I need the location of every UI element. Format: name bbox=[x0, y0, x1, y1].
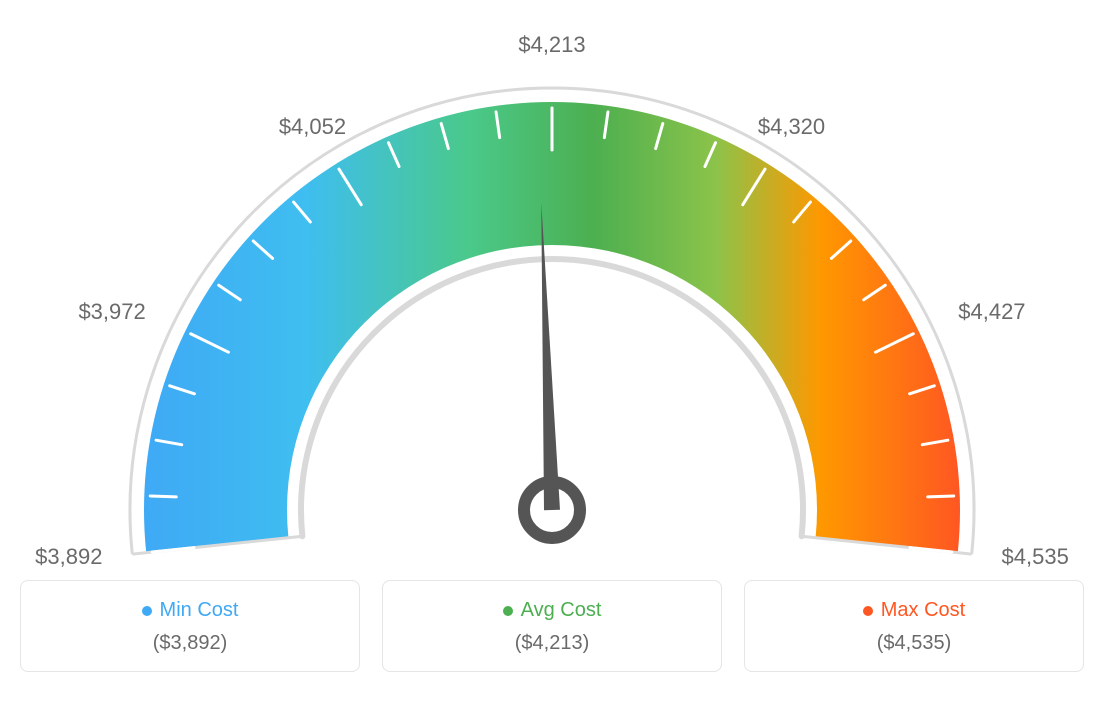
gauge-area: $3,892 $3,972 $4,052 $4,213 $4,320 $4,427 $4,5… bbox=[20, 30, 1084, 570]
legend-card-min: Min Cost ($3,892) bbox=[20, 580, 360, 672]
cost-gauge-chart: $3,892 $3,972 $4,052 $4,213 $4,320 $4,427 $4,5… bbox=[20, 30, 1084, 672]
gauge-tick-label: $4,427 bbox=[958, 299, 1025, 325]
legend-dot-min bbox=[142, 606, 152, 616]
gauge-tick-label: $4,320 bbox=[758, 114, 825, 140]
legend-value-max: ($4,535) bbox=[755, 632, 1073, 655]
legend-label-min: Min Cost bbox=[160, 599, 239, 622]
gauge-svg bbox=[20, 30, 1084, 570]
legend-card-max: Max Cost ($4,535) bbox=[744, 580, 1084, 672]
gauge-tick-label: $4,535 bbox=[1002, 544, 1069, 570]
legend-title-avg: Avg Cost bbox=[503, 599, 602, 622]
gauge-tick-label: $3,892 bbox=[35, 544, 102, 570]
legend-card-avg: Avg Cost ($4,213) bbox=[382, 580, 722, 672]
gauge-tick-label: $4,213 bbox=[518, 32, 585, 58]
legend-value-min: ($3,892) bbox=[31, 632, 349, 655]
legend-dot-avg bbox=[503, 606, 513, 616]
legend-row: Min Cost ($3,892) Avg Cost ($4,213) Max … bbox=[20, 580, 1084, 672]
legend-title-min: Min Cost bbox=[142, 599, 239, 622]
legend-value-avg: ($4,213) bbox=[393, 632, 711, 655]
gauge-tick-label: $4,052 bbox=[279, 114, 346, 140]
legend-label-avg: Avg Cost bbox=[521, 599, 602, 622]
legend-label-max: Max Cost bbox=[881, 599, 965, 622]
legend-title-max: Max Cost bbox=[863, 599, 965, 622]
gauge-tick-label: $3,972 bbox=[78, 299, 145, 325]
legend-dot-max bbox=[863, 606, 873, 616]
